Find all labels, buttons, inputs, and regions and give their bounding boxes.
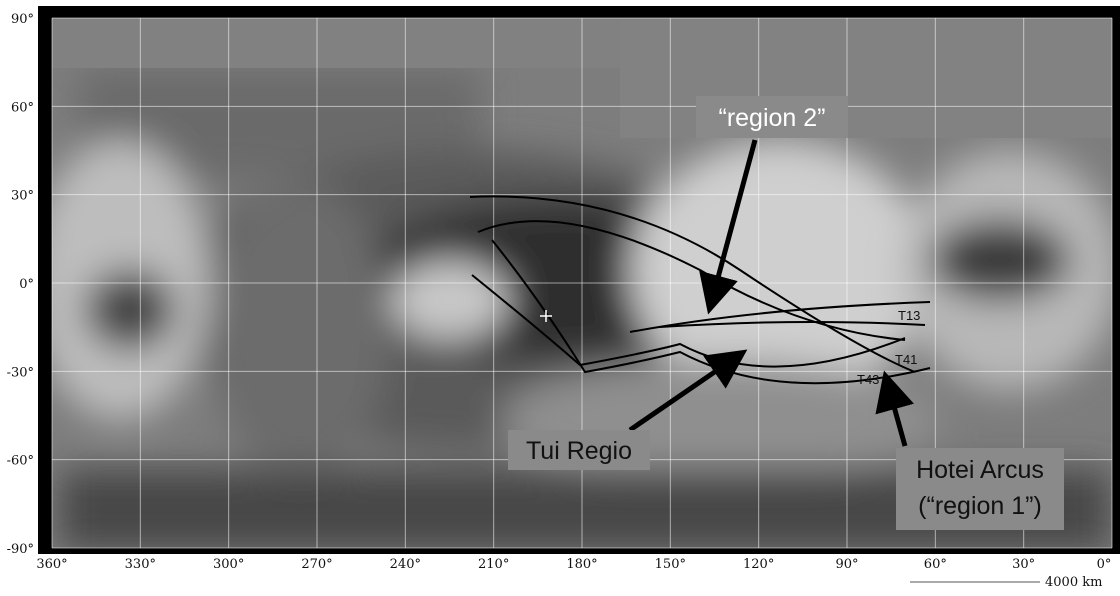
lon-label: 180° — [566, 557, 597, 572]
lon-label: 360° — [36, 557, 67, 572]
lon-label: 330° — [125, 557, 156, 572]
lon-label: 210° — [478, 557, 509, 572]
lon-label: 120° — [743, 557, 774, 572]
track-label: T43 — [857, 372, 879, 387]
label-box — [508, 430, 650, 470]
track-line — [477, 220, 906, 341]
lon-label: 270° — [301, 557, 332, 572]
lat-label: 60° — [11, 100, 34, 115]
lat-label: 30° — [11, 189, 34, 204]
lon-label: 300° — [213, 557, 244, 572]
lat-label: 0° — [19, 277, 34, 292]
lon-label: 150° — [655, 557, 686, 572]
arrow — [699, 139, 758, 315]
track-line — [491, 239, 931, 385]
crosshair — [540, 310, 552, 322]
lon-label: 0° — [1097, 557, 1112, 572]
arrow — [628, 349, 748, 433]
track-line — [659, 320, 926, 328]
annotation: Hotei Arcus — [916, 456, 1044, 484]
annotation: “region 2” — [719, 104, 826, 132]
lon-label: 240° — [390, 557, 421, 572]
lat-label: -30° — [7, 365, 34, 380]
lon-label: 90° — [835, 557, 858, 572]
lat-label: 90° — [11, 12, 34, 27]
annotation: (“region 1”) — [918, 492, 1042, 520]
lon-label: 60° — [924, 557, 947, 572]
arrows — [628, 139, 914, 447]
label-box — [896, 448, 1064, 530]
scale-label: 4000 km — [1045, 575, 1102, 590]
lon-label: 30° — [1012, 557, 1035, 572]
track-label: T13 — [898, 308, 920, 323]
track-label: T41 — [895, 352, 917, 367]
annotation: Tui Regio — [526, 437, 632, 465]
flyby-tracks — [469, 195, 931, 385]
arrow — [875, 370, 914, 447]
label-box — [696, 96, 848, 138]
lat-label: -60° — [7, 454, 34, 469]
track-line — [471, 274, 906, 368]
lat-label: -90° — [7, 542, 34, 557]
graticule — [51, 17, 1113, 549]
